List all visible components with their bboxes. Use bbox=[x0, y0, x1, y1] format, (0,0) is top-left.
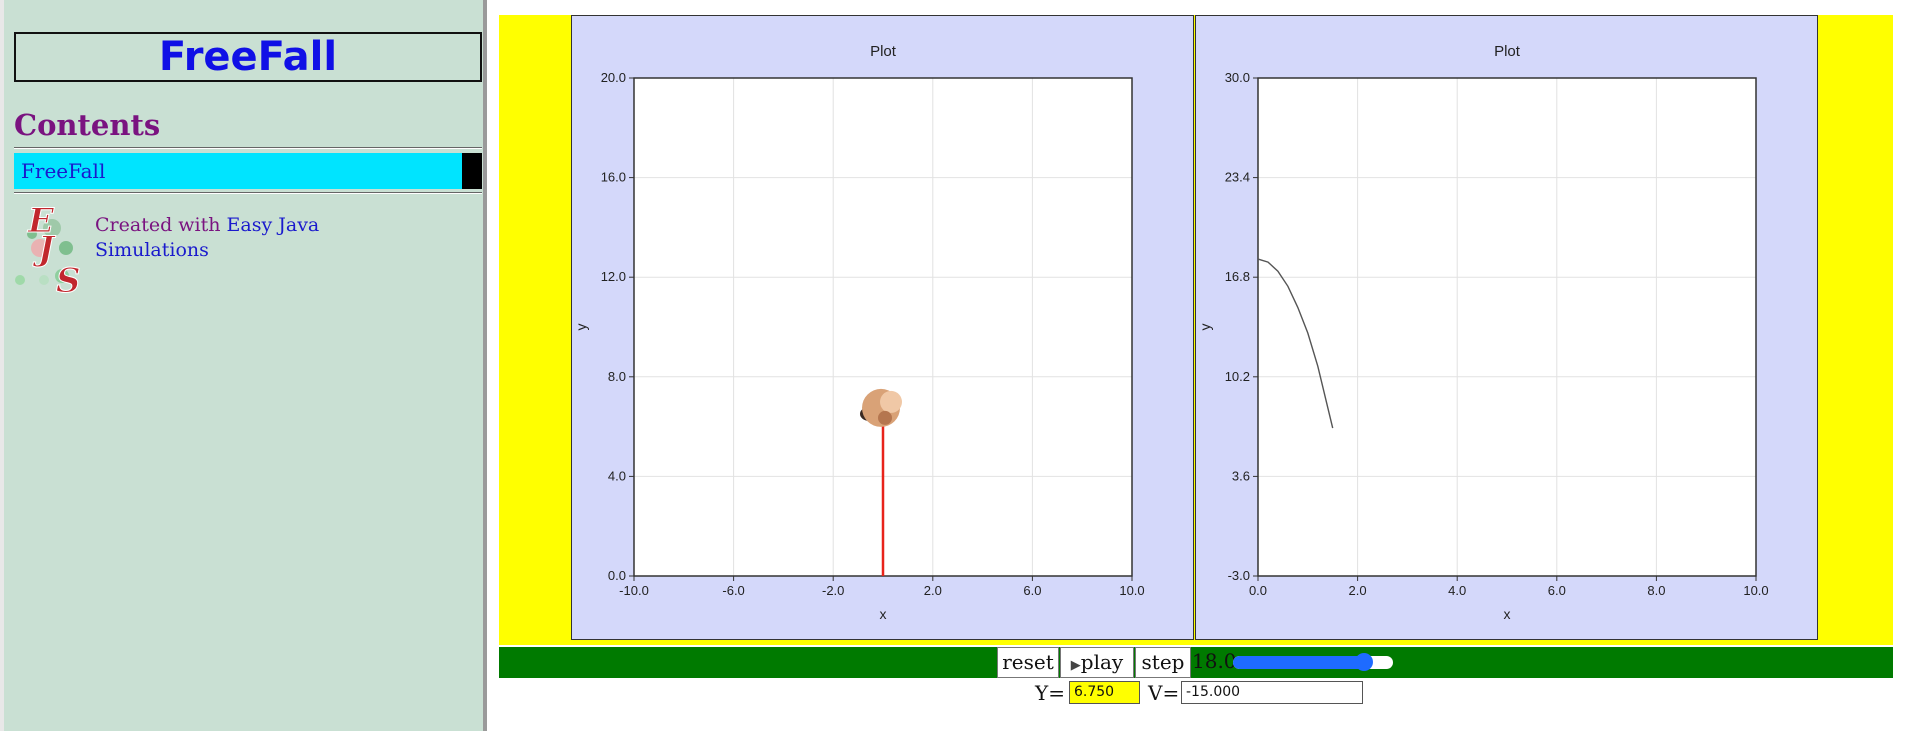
play-icon: ▶ bbox=[1070, 658, 1081, 673]
x-axis-label: x bbox=[1504, 606, 1511, 622]
x-tick-label: 6.0 bbox=[1548, 583, 1566, 598]
y-tick-label: 0.0 bbox=[608, 568, 626, 583]
falling-ball-icon bbox=[860, 388, 902, 427]
y-tick-label: 4.0 bbox=[608, 468, 626, 483]
credit-text: Created with Easy Java Simulations bbox=[95, 214, 320, 261]
divider bbox=[14, 192, 482, 194]
y-label: Y= bbox=[1035, 681, 1065, 705]
control-bar: reset ▶play step 18.0 bbox=[499, 647, 1893, 678]
x-tick-label: -6.0 bbox=[722, 583, 744, 598]
sidebar: FreeFall Contents FreeFall E J S Created… bbox=[0, 0, 487, 731]
x-tick-label: -10.0 bbox=[619, 583, 649, 598]
y-axis-label: y bbox=[573, 324, 589, 331]
x-tick-label: 0.0 bbox=[1249, 583, 1267, 598]
v-label: V= bbox=[1148, 681, 1180, 705]
x-tick-label: 8.0 bbox=[1647, 583, 1665, 598]
svg-text:S: S bbox=[56, 261, 81, 300]
y-tick-label: 30.0 bbox=[1225, 70, 1250, 85]
y-tick-label: 12.0 bbox=[601, 269, 626, 284]
x-axis-label: x bbox=[880, 606, 887, 622]
y-tick-label: -3.0 bbox=[1228, 568, 1250, 583]
plot-frame bbox=[1257, 77, 1757, 577]
nav-item-label: FreeFall bbox=[21, 159, 106, 183]
plot-area bbox=[1258, 78, 1756, 576]
trajectory-plot: 0.0 2.0 4.0 6.0 8.0 10.0 30.0 23.4 16.8 10.2 3.6 -3… bbox=[1195, 15, 1818, 640]
x-tick-label: -2.0 bbox=[822, 583, 844, 598]
ejs-logo-icon: E J S bbox=[15, 201, 81, 300]
position-plot-svg: -10.0 -6.0 -2.0 2.0 6.0 10.0 20.0 16.0 12.0 8.0 4.… bbox=[573, 43, 1145, 622]
x-tick-label: 2.0 bbox=[924, 583, 942, 598]
y-tick-label: 16.0 bbox=[601, 170, 626, 185]
nav-item-freefall[interactable]: FreeFall bbox=[14, 153, 482, 189]
plot-title: Plot bbox=[870, 43, 897, 60]
trajectory-plot-svg: 0.0 2.0 4.0 6.0 8.0 10.0 30.0 23.4 16.8 10.2 3.6 -3… bbox=[1197, 43, 1769, 622]
speed-slider-thumb[interactable] bbox=[1355, 653, 1374, 671]
position-plot: -10.0 -6.0 -2.0 2.0 6.0 10.0 20.0 16.0 12.0 8.0 4.… bbox=[571, 15, 1194, 640]
x-tick-label: 10.0 bbox=[1119, 583, 1144, 598]
y-tick-label: 8.0 bbox=[608, 369, 626, 384]
contents-heading: Contents bbox=[14, 108, 161, 142]
reset-button[interactable]: reset bbox=[997, 647, 1059, 678]
speed-slider-fill bbox=[1233, 656, 1365, 669]
divider bbox=[14, 147, 482, 149]
play-button[interactable]: ▶play bbox=[1060, 647, 1134, 678]
speed-slider[interactable] bbox=[1233, 653, 1393, 671]
y-tick-label: 23.4 bbox=[1225, 170, 1250, 185]
x-tick-label: 10.0 bbox=[1743, 583, 1768, 598]
y-value-field[interactable]: 6.750 bbox=[1069, 681, 1140, 704]
y-tick-label: 10.2 bbox=[1225, 369, 1250, 384]
step-button[interactable]: step bbox=[1135, 647, 1191, 678]
x-tick-label: 2.0 bbox=[1349, 583, 1367, 598]
svg-text:E: E bbox=[27, 201, 55, 241]
play-label: play bbox=[1080, 650, 1124, 674]
trajectory-line bbox=[1257, 258, 1334, 429]
y-tick-label: 20.0 bbox=[601, 70, 626, 85]
ejs-link[interactable]: Easy Java Simulations bbox=[95, 214, 320, 261]
y-axis-label: y bbox=[1197, 324, 1213, 331]
plot-title: Plot bbox=[1494, 43, 1521, 60]
v-value-field[interactable]: -15.000 bbox=[1181, 681, 1363, 704]
simulation-frame: -10.0 -6.0 -2.0 2.0 6.0 10.0 20.0 16.0 12.0 8.0 4.… bbox=[499, 15, 1893, 645]
x-tick-label: 4.0 bbox=[1448, 583, 1466, 598]
page-title: FreeFall bbox=[14, 32, 482, 82]
y-tick-label: 16.8 bbox=[1225, 269, 1250, 284]
speed-value: 18.0 bbox=[1192, 649, 1237, 673]
nav-item-marker bbox=[462, 153, 482, 189]
x-tick-label: 6.0 bbox=[1023, 583, 1041, 598]
y-tick-label: 3.6 bbox=[1232, 468, 1250, 483]
